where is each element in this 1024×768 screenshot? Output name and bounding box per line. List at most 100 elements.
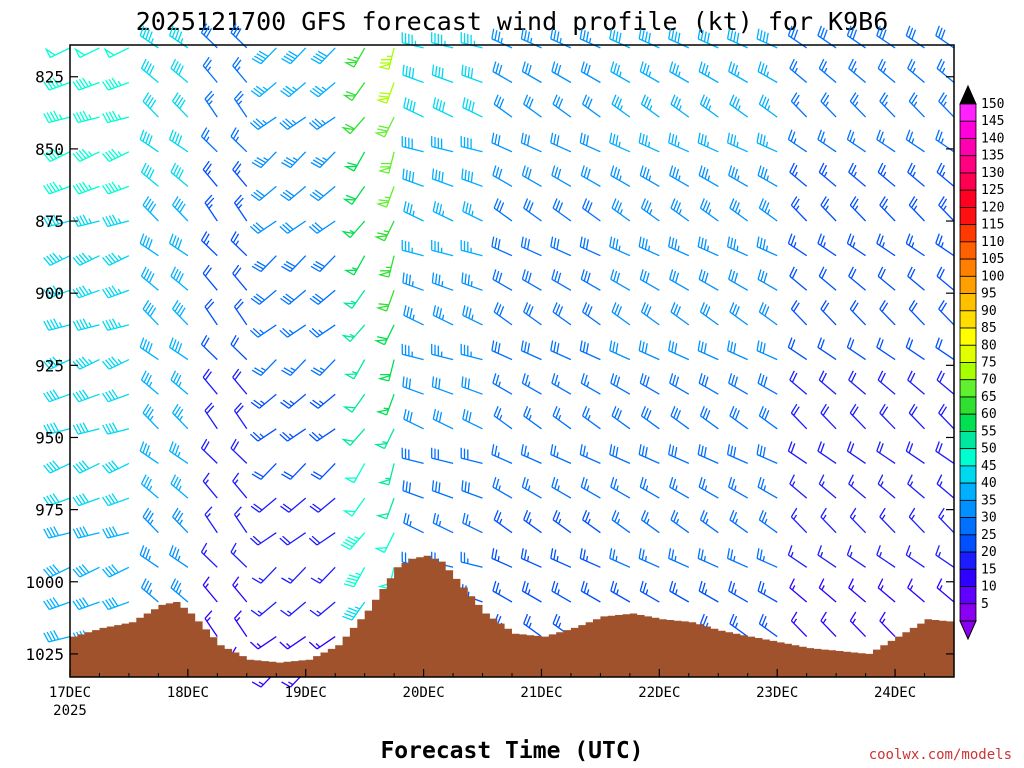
wind-barb — [818, 474, 837, 499]
wind-barb-path — [817, 337, 837, 361]
wind-barb-path — [249, 220, 277, 234]
wind-barb — [168, 25, 189, 49]
wind-barb — [233, 610, 248, 637]
wind-barb — [403, 305, 424, 326]
wind-barb — [790, 92, 808, 118]
wind-barb-path — [72, 148, 100, 162]
wind-barb — [579, 236, 601, 257]
wind-barb — [280, 601, 307, 617]
wind-barb-path — [172, 300, 189, 326]
wind-barb-path — [43, 110, 71, 124]
wind-barb-path — [139, 129, 159, 153]
wind-barb-path — [908, 403, 925, 430]
wind-barb — [43, 252, 71, 266]
wind-barb — [787, 441, 808, 464]
wind-barb — [431, 447, 454, 465]
colorbar-label: 105 — [981, 252, 1004, 267]
wind-barb — [102, 356, 130, 370]
wind-barb — [44, 47, 71, 59]
wind-barb-path — [728, 165, 749, 187]
wind-barb-path — [729, 406, 749, 430]
wind-barb-path — [170, 474, 189, 499]
wind-barb — [699, 509, 719, 534]
wind-barb — [232, 576, 248, 603]
wind-barb-path — [460, 447, 483, 465]
wind-barb-path — [72, 181, 100, 195]
wind-barb-path — [726, 548, 748, 568]
wind-barb — [639, 580, 660, 603]
wind-barb-path — [552, 198, 572, 222]
colorbar-arrow-bottom — [959, 620, 977, 641]
wind-barb-path — [375, 393, 395, 416]
wind-barb — [610, 165, 631, 187]
wind-barb — [698, 373, 719, 395]
wind-barb — [726, 548, 748, 568]
wind-barb-path — [102, 422, 130, 435]
wind-barb-path — [140, 474, 159, 499]
wind-barb — [74, 47, 100, 59]
wind-barb — [43, 493, 71, 507]
wind-barb-path — [460, 551, 483, 568]
wind-barb — [168, 233, 189, 257]
wind-barb — [491, 236, 513, 257]
wind-barb-path — [461, 64, 483, 84]
wind-barb-path — [817, 129, 837, 153]
wind-barb — [401, 343, 424, 361]
wind-barb — [698, 580, 719, 603]
wind-barb — [908, 300, 925, 326]
wind-barb — [172, 403, 189, 430]
wind-barb-path — [342, 497, 366, 517]
wind-barb-path — [580, 373, 601, 395]
wind-barb-path — [310, 47, 336, 65]
wind-barb-path — [848, 578, 867, 603]
wind-barb-path — [250, 82, 277, 98]
colorbar-swatch — [959, 155, 977, 174]
wind-barb — [279, 116, 307, 130]
colorbar-label: 75 — [981, 356, 997, 371]
wind-barb — [938, 300, 955, 326]
wind-barb-path — [375, 82, 395, 104]
wind-barb-path — [938, 92, 955, 118]
wind-barb-path — [461, 376, 483, 395]
wind-barb-path — [461, 168, 483, 188]
wind-barb — [343, 463, 366, 484]
wind-barb — [102, 422, 130, 435]
wind-barb — [817, 441, 837, 464]
wind-barb-path — [204, 298, 218, 326]
wind-barb-path — [200, 334, 218, 361]
wind-barb — [521, 61, 542, 84]
wind-barb-path — [905, 25, 925, 49]
wind-barb — [758, 613, 778, 638]
wind-barb-path — [493, 94, 513, 118]
wind-barb-path — [523, 302, 542, 326]
wind-barb — [669, 373, 690, 395]
wind-barb — [249, 116, 277, 130]
wind-barb — [726, 236, 748, 257]
wind-barb — [638, 28, 660, 49]
wind-barb-path — [756, 132, 778, 153]
wind-barb-path — [668, 548, 690, 568]
wind-barb — [202, 576, 218, 603]
wind-barb — [935, 25, 955, 49]
wind-barb — [170, 370, 189, 395]
wind-barb-path — [72, 460, 100, 474]
wind-barb — [848, 370, 867, 395]
wind-barb-path — [552, 613, 572, 638]
wind-barb-path — [308, 116, 336, 130]
wind-barb — [787, 129, 808, 153]
wind-barb-path — [101, 285, 130, 299]
wind-barb — [876, 25, 896, 49]
wind-barb-path — [310, 566, 336, 584]
wind-barb — [938, 196, 955, 222]
wind-barb — [401, 447, 424, 465]
wind-barb-path — [230, 334, 248, 361]
wind-barb — [72, 422, 100, 435]
wind-barb — [340, 532, 366, 550]
wind-barb — [461, 64, 483, 84]
wind-barb-path — [102, 564, 130, 578]
wind-barb-path — [790, 92, 808, 118]
wind-barb — [431, 376, 454, 395]
wind-barb-path — [728, 373, 749, 395]
wind-barb-path — [462, 97, 483, 118]
wind-barb — [492, 580, 513, 603]
